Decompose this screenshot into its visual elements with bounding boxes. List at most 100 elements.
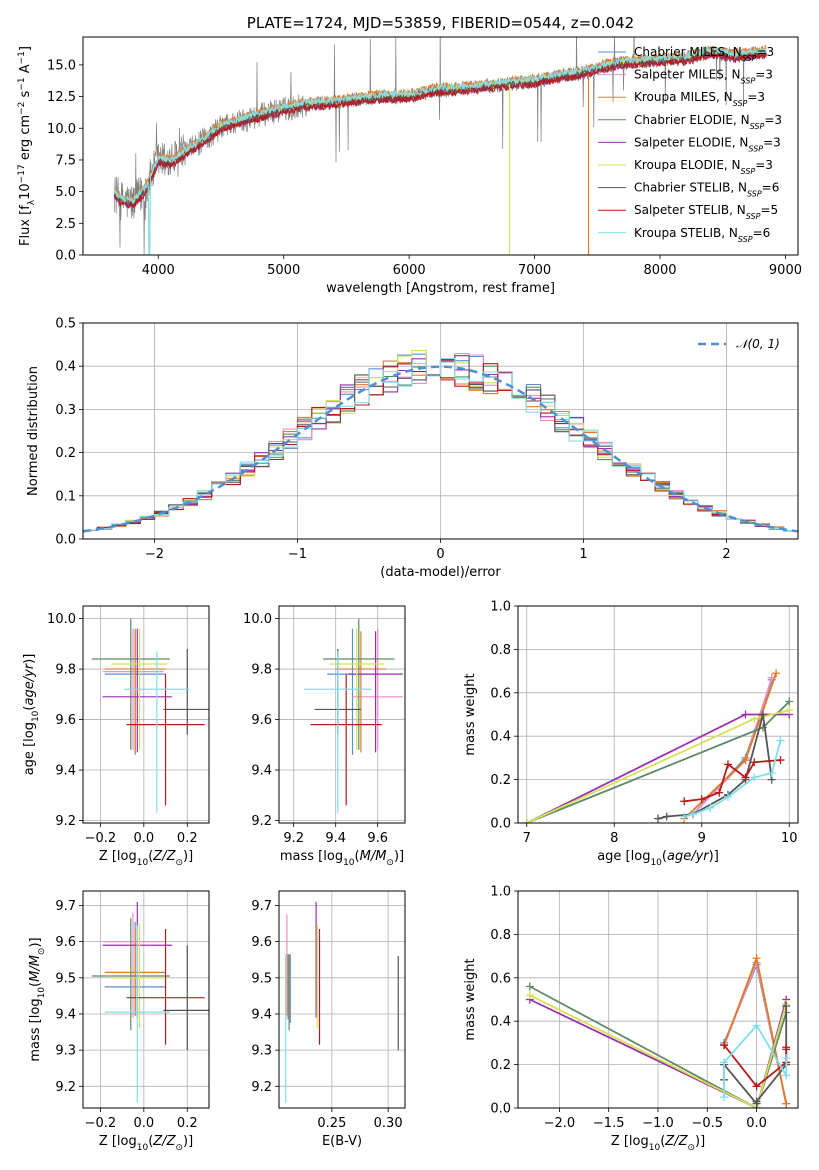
x-tick-label: 0.2: [177, 1116, 198, 1131]
age-vs-Z-frame: [82, 605, 210, 824]
age-y-axis-label: age [log10(age/yr)]: [22, 654, 41, 776]
y-tick-label: 1.0: [490, 600, 511, 615]
legend-label: Salpeter MILES, NSSP=3: [634, 68, 773, 86]
y-tick-label: 9.5: [55, 971, 76, 986]
normal-reference-curve: [83, 365, 798, 533]
weight-point-marker: [724, 792, 732, 801]
y-tick-label: 9.7: [251, 899, 272, 914]
y-tick-label: 9.3: [251, 1044, 272, 1059]
weight-point-marker: [782, 1043, 791, 1052]
weight-point-marker: [720, 1058, 729, 1067]
y-tick-label: 5.0: [55, 185, 76, 200]
weight-point-marker: [750, 773, 759, 782]
weight-point-marker: [776, 756, 785, 765]
x-tick-label: 9000: [769, 263, 802, 278]
y-tick-label: 9.6: [55, 713, 76, 728]
y-tick-label: 0.2: [55, 446, 76, 461]
weight-point-marker: [767, 769, 776, 778]
x-tick-label: 7000: [518, 263, 551, 278]
residuals-x-axis-label: (data-model)/error: [380, 565, 501, 580]
z-x-axis-label: Z [log10(Z/Z⊙)]: [611, 1134, 705, 1153]
mass-vs-Z-frame: [82, 890, 210, 1109]
y-tick-label: 9.4: [55, 1007, 76, 1022]
histogram-series-line: [83, 363, 798, 532]
weight-point-marker: [741, 710, 750, 719]
y-tick-label: 0.6: [490, 971, 511, 986]
age-vs-mass-frame: [278, 605, 406, 824]
legend-label: Chabrier MILES, NSSP=3: [634, 45, 774, 63]
weight-point-marker: [654, 814, 662, 823]
weight-point-marker: [752, 954, 761, 963]
legend-label: Kroupa ELODIE, NSSP=3: [634, 158, 773, 176]
y-tick-label: 0.0: [55, 533, 76, 548]
weight-vs-age-y-axis-label: mass weight: [463, 673, 478, 755]
x-tick-label: −1: [288, 547, 307, 562]
weight-point-marker: [772, 669, 781, 678]
weight-point-marker: [662, 812, 671, 821]
y-tick-label: 0.3: [55, 403, 76, 418]
weight-point-marker: [741, 756, 750, 765]
spectrum-x-axis-label: wavelength [Angstrom, rest frame]: [326, 281, 555, 296]
mass-x-axis-label: mass [log10(M/M⊙)]: [280, 849, 404, 868]
y-tick-label: 0.4: [490, 1015, 511, 1030]
spectrum-y-axis-label: Flux [fλ10−17 erg cm−2 s−1 A−1]: [17, 46, 37, 246]
x-tick-label: 0.0: [133, 1116, 154, 1131]
weight-point-marker: [782, 1071, 791, 1080]
residuals-frame: [82, 322, 799, 540]
weight-series-line: [684, 759, 781, 803]
weight-point-marker: [782, 1099, 791, 1108]
weight-point-marker: [752, 1097, 761, 1106]
y-tick-label: 9.8: [55, 663, 76, 678]
weight-point-marker: [706, 803, 715, 812]
mass-vs-EBV-frame: [278, 890, 406, 1109]
weight-point-marker: [680, 812, 689, 821]
y-tick-label: 9.6: [251, 935, 272, 950]
x-tick-label: 0.25: [317, 1116, 346, 1131]
residuals-plot-area: [83, 350, 798, 533]
y-tick-label: 9.4: [251, 764, 272, 779]
weight-point-marker: [525, 991, 534, 1000]
legend-label: Salpeter ELODIE, NSSP=3: [634, 135, 781, 153]
y-tick-label: 0.5: [55, 317, 76, 332]
x-tick-label: 1: [579, 547, 587, 562]
x-tick-label: 9.4: [325, 831, 346, 846]
x-tick-label: −2.0: [544, 1116, 576, 1131]
y-tick-label: 0.0: [55, 249, 76, 264]
mass-vs-Z-plot-area: [91, 901, 209, 1103]
spectrum-series-line: [113, 51, 767, 209]
x-tick-label: 9.2: [283, 831, 304, 846]
x-tick-label: 9.6: [367, 831, 388, 846]
weight-vs-Z-y-axis-label: mass weight: [463, 958, 478, 1040]
mass-vs-EBV-plot-area: [285, 901, 399, 1103]
x-tick-label: −0.2: [85, 1116, 117, 1131]
weight-point-marker: [776, 736, 785, 745]
mass-vs-EBV-x-axis-label: E(B-V): [322, 1134, 362, 1149]
y-tick-label: 9.2: [55, 814, 76, 829]
y-tick-label: 0.6: [490, 686, 511, 701]
x-tick-label: 4000: [142, 263, 175, 278]
x-tick-label: 6000: [393, 263, 426, 278]
y-tick-label: 0.0: [490, 817, 511, 832]
weight-vs-age-frame: [517, 605, 799, 824]
y-tick-label: 9.6: [251, 713, 272, 728]
y-tick-label: 9.2: [251, 1080, 272, 1095]
spectrum-frame: [82, 36, 799, 256]
spectrum-title: PLATE=1724, MJD=53859, FIBERID=0544, z=0…: [247, 14, 634, 32]
y-tick-label: 0.8: [490, 643, 511, 658]
residuals-y-axis-label: Normed distribution: [26, 366, 41, 496]
x-tick-label: 0.0: [133, 831, 154, 846]
x-tick-label: 10: [781, 831, 798, 846]
x-tick-label: 2: [722, 547, 730, 562]
weight-point-marker: [720, 1041, 729, 1050]
y-tick-label: 9.5: [251, 971, 272, 986]
weight-point-marker: [697, 795, 706, 804]
weight-point-marker: [750, 714, 759, 723]
age-x-axis-label: age [log10(age/yr)]: [597, 849, 719, 868]
weight-point-marker: [750, 758, 759, 767]
x-tick-label: −1.0: [642, 1116, 674, 1131]
weight-vs-Z-frame: [517, 890, 799, 1109]
histogram-series-line: [83, 357, 798, 532]
weight-point-marker: [741, 773, 750, 782]
weight-point-marker: [522, 819, 531, 823]
weight-point-marker: [724, 760, 732, 769]
